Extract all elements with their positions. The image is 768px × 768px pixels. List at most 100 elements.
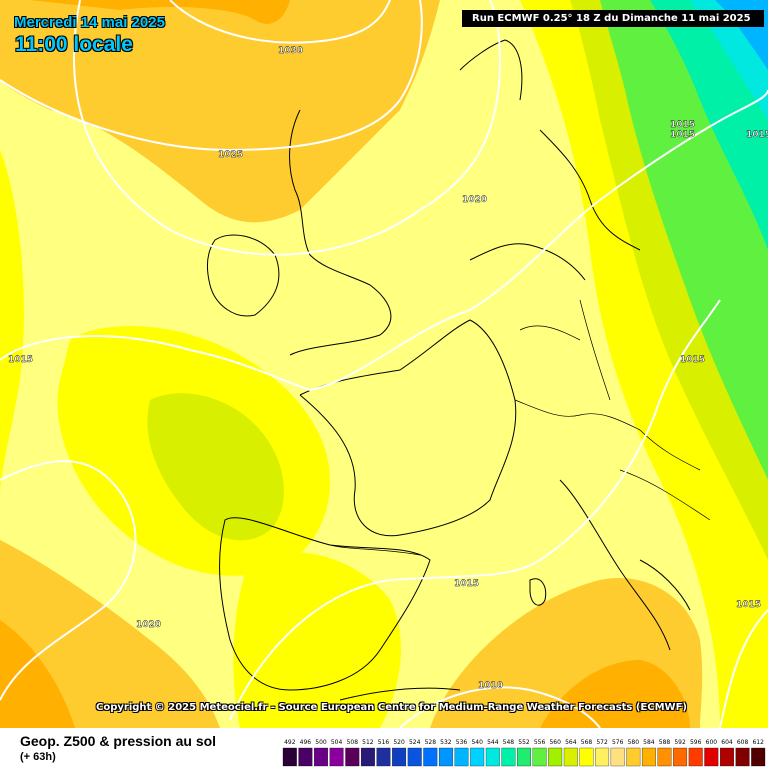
legend-color-swatch	[532, 747, 547, 767]
z500-band-580-southwest	[0, 620, 75, 728]
isobar-1020-southwest	[0, 460, 137, 701]
legend-value-label: 496	[300, 739, 312, 746]
legend-value-label: 592	[674, 739, 686, 746]
legend-value-label: 532	[440, 739, 452, 746]
legend-value-label: 608	[737, 739, 749, 746]
border-central-europe	[514, 299, 641, 431]
legend-value-label: 508	[347, 739, 359, 746]
coastline-north-sea	[469, 243, 586, 281]
legend-color-swatch	[329, 747, 344, 767]
isobar-label: 1010	[478, 681, 503, 691]
isobar-label: 1015	[746, 130, 768, 140]
legend-value-label: 588	[659, 739, 671, 746]
legend-value-label: 580	[628, 739, 640, 746]
forecast-date: Mercredi 14 mai 2025	[14, 14, 165, 31]
legend-color-swatch	[407, 747, 422, 767]
legend-color-swatch	[610, 747, 625, 767]
legend-value-label: 604	[721, 739, 733, 746]
z500-band-576-north	[0, 0, 440, 223]
legend-color-swatch	[673, 747, 688, 767]
isobar-label: 1015	[736, 600, 761, 610]
copyright-notice: Copyright © 2025 Meteociel.fr - Source E…	[96, 702, 687, 713]
legend-color-swatch	[345, 747, 360, 767]
map-canvas: 1030 1025 1020 1015 1015 1015 1015 1015 …	[0, 0, 768, 728]
legend-value-label: 536	[456, 739, 468, 746]
legend-color-swatch	[548, 747, 563, 767]
z500-band-580-north	[30, 0, 290, 24]
isobar-label: 1020	[462, 195, 487, 205]
z500-band-576-southwest	[0, 540, 220, 728]
coastline-ireland	[207, 234, 280, 317]
z500-band-564-atlantic	[147, 393, 284, 541]
legend-color-swatch	[392, 747, 407, 767]
legend-color-swatch	[751, 747, 766, 767]
coastline-corsica	[529, 578, 547, 606]
legend-color-swatch	[360, 747, 375, 767]
legend-value-label: 564	[565, 739, 577, 746]
legend-value-label: 552	[518, 739, 530, 746]
isobar-lines	[0, 0, 768, 728]
legend-value-label: 576	[612, 739, 624, 746]
forecast-lead-time: (+ 63h)	[20, 751, 56, 763]
isobar-label: 1015	[680, 355, 705, 365]
legend-color-swatch	[298, 747, 313, 767]
isobar-label: 1025	[218, 150, 243, 160]
isobar-1025	[0, 0, 423, 152]
isobar-1015-east	[719, 609, 768, 728]
legend-value-label: 572	[596, 739, 608, 746]
legend-value-label: 560	[549, 739, 561, 746]
legend-value-label: 612	[752, 739, 764, 746]
isobar-1010	[399, 686, 601, 728]
legend-color-swatch	[438, 747, 453, 767]
coastline-france	[299, 319, 517, 537]
legend-color-swatch	[579, 747, 594, 767]
legend-color-swatch	[688, 747, 703, 767]
legend-color-swatch	[376, 747, 391, 767]
legend-value-label: 528	[425, 739, 437, 746]
legend-value-label: 500	[315, 739, 327, 746]
coastline-italy	[559, 479, 691, 651]
z500-band-568-west	[0, 150, 24, 500]
legend-color-swatch	[517, 747, 531, 767]
isobar-label: 1015	[8, 355, 33, 365]
legend-value-label: 584	[643, 739, 655, 746]
legend-color-swatch	[485, 747, 500, 767]
legend-color-swatch	[563, 747, 578, 767]
legend-value-label: 540	[471, 739, 483, 746]
isobar-1015-south	[229, 299, 721, 721]
legend-value-label: 516	[378, 739, 390, 746]
z500-band-572-iberia	[233, 552, 401, 728]
isobar-1020-north	[73, 0, 502, 256]
isobar-label: 1020	[136, 620, 161, 630]
legend-value-label: 492	[284, 739, 296, 746]
legend-value-label: 512	[362, 739, 374, 746]
legend-color-swatch	[282, 747, 297, 767]
legend-value-label: 568	[581, 739, 593, 746]
isobar-label: 1015	[670, 130, 695, 140]
legend-value-label: 544	[487, 739, 499, 746]
border-pyrenees	[329, 544, 421, 556]
legend-color-swatch	[470, 747, 485, 767]
legend-color-swatch	[720, 747, 734, 767]
z500-band-580-mediterranean	[540, 660, 690, 728]
legend-color-swatch	[454, 747, 469, 767]
legend-value-label: 524	[409, 739, 421, 746]
forecast-time: 11:00 locale	[15, 33, 133, 56]
isobar-1015-west	[0, 89, 768, 392]
coastline-north-africa	[339, 687, 461, 701]
legend-value-label: 596	[690, 739, 702, 746]
model-run-info: Run ECMWF 0.25° 18 Z du Dimanche 11 mai …	[462, 10, 764, 27]
legend-color-swatch	[423, 747, 438, 767]
legend-color-swatch	[501, 747, 516, 767]
legend-value-label: 504	[331, 739, 343, 746]
legend-color-swatch	[735, 747, 750, 767]
legend-color-swatch	[314, 747, 328, 767]
legend-color-swatch	[626, 747, 641, 767]
coastline-great-britain	[289, 109, 392, 356]
legend-color-swatch	[657, 747, 672, 767]
legend-value-label: 520	[393, 739, 405, 746]
isobar-1030	[169, 0, 391, 44]
legend-color-swatch	[704, 747, 719, 767]
coastline-scandinavia	[459, 39, 641, 251]
